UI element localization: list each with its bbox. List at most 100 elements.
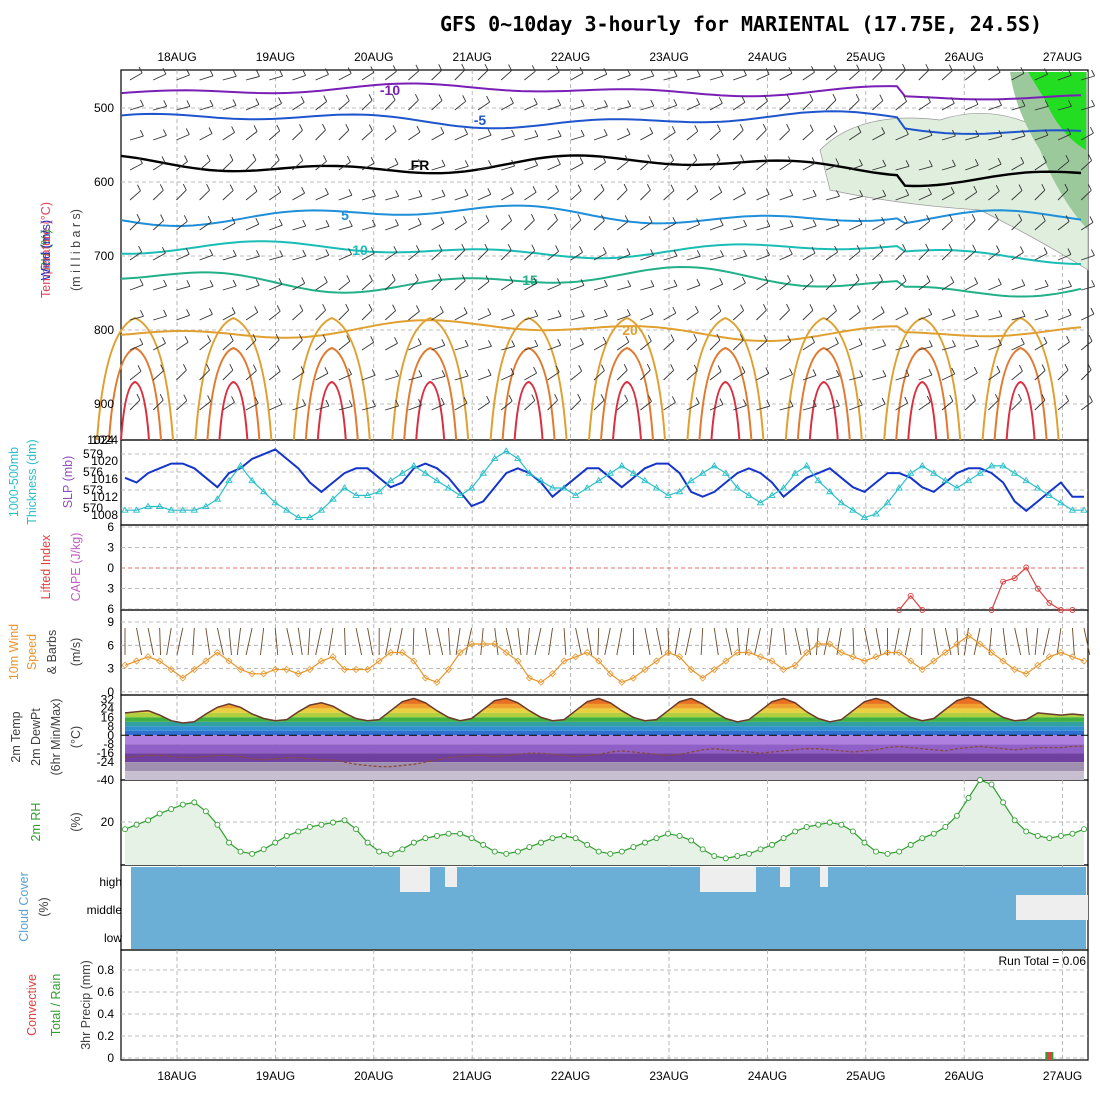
wind-barb: [895, 101, 907, 111]
wind-barb: [848, 99, 860, 111]
wind-barb: [487, 368, 492, 376]
wind-barb: [988, 163, 1002, 171]
wind-barb: [673, 99, 678, 106]
wind-barb: [974, 277, 979, 284]
wind-barb: [1090, 249, 1095, 256]
wind-barb: [964, 400, 976, 411]
wind-barb: [269, 255, 283, 261]
wind-barb: [859, 370, 864, 377]
wind-barb: [693, 333, 698, 341]
wind-barb: [292, 225, 306, 231]
day-label-bottom: 23AUG: [649, 1069, 688, 1083]
wind-barb: [941, 400, 954, 411]
day-label-bottom: 27AUG: [1043, 1069, 1082, 1083]
thickness-point: [906, 469, 915, 476]
wind-barb: [511, 129, 516, 137]
temp-band: [125, 744, 1084, 754]
wind-barb: [137, 365, 142, 372]
wind-barb: [766, 220, 771, 227]
temp-contour: [120, 265, 1082, 298]
temp-band: [125, 717, 1084, 722]
wind-barb-10m: [1014, 627, 1022, 656]
wind-barb: [440, 217, 445, 224]
panel-axis-label: (%): [37, 897, 51, 916]
rh-point: [422, 835, 429, 842]
lifted-index-point: [988, 607, 995, 613]
wind-barb: [848, 70, 860, 81]
wind-barb: [554, 393, 559, 401]
wind-barb-10m: [505, 627, 513, 656]
wind-barb: [524, 164, 538, 171]
wind-barb: [756, 225, 771, 231]
wind-barb: [779, 309, 790, 321]
rh-point: [145, 817, 152, 824]
wind-barb: [129, 284, 144, 291]
wind-barb: [570, 399, 582, 411]
wind-barb: [743, 249, 748, 257]
wind-barb: [322, 123, 326, 131]
thickness-point: [525, 469, 534, 476]
thickness-point: [698, 469, 707, 476]
wind-barb: [624, 215, 629, 222]
temp-band: [125, 712, 1084, 718]
wind-barb: [788, 67, 793, 74]
wind-barb: [895, 221, 908, 231]
day-label-bottom: 22AUG: [551, 1069, 590, 1083]
wind-barb: [299, 154, 304, 161]
wind-barb: [136, 393, 141, 401]
wind-barb: [254, 306, 259, 313]
wind-barb: [370, 66, 375, 73]
wind-speed-point: [976, 640, 984, 648]
thickness-point: [583, 484, 591, 491]
wind-barb: [602, 156, 607, 163]
wind-barb: [872, 344, 886, 351]
wind-speed-point: [433, 678, 441, 686]
wind-barb: [269, 403, 283, 411]
wind-barb: [570, 315, 585, 321]
rh-point: [249, 850, 256, 857]
wind-barb: [348, 188, 353, 196]
wind-barb: [1011, 162, 1025, 171]
wind-barb: [626, 128, 631, 135]
wind-tick: 6: [107, 638, 114, 652]
wind-barb: [604, 100, 608, 107]
panel-axis-label: 2m DewPt: [29, 708, 43, 766]
wind-barb: [950, 276, 955, 283]
wind-barb: [718, 186, 723, 193]
wind-barb: [441, 189, 446, 197]
wind-barb: [802, 130, 814, 141]
wind-barb: [732, 160, 744, 171]
wind-barb: [673, 70, 678, 77]
wind-barb-10m: [616, 627, 623, 656]
cloud-gap: [400, 867, 430, 892]
wind-barb: [616, 400, 628, 411]
thickness-tick: 573: [83, 483, 103, 497]
wind-barb: [779, 194, 793, 201]
thickness-point: [883, 498, 892, 506]
warm-contour: [218, 380, 249, 441]
wind-barb: [463, 307, 468, 314]
wind-barb: [1057, 133, 1071, 141]
wind-barb: [152, 189, 164, 201]
wind-barb: [1089, 126, 1094, 134]
wind-barb: [941, 135, 956, 141]
cloud-level-label: high: [99, 875, 122, 889]
wind-barb: [477, 69, 489, 81]
wind-barb: [995, 184, 1000, 192]
rh-point: [318, 821, 325, 828]
wind-barb: [163, 309, 168, 317]
wind-barb-10m: [412, 627, 415, 656]
wind-barb: [858, 159, 863, 166]
wind-barb: [895, 313, 909, 321]
wind-barb: [315, 225, 330, 231]
wind-barb: [269, 75, 283, 81]
temp-contour: [120, 319, 1082, 343]
warm-contour: [612, 380, 642, 441]
wind-barb: [268, 159, 280, 171]
wind-barb: [454, 69, 466, 81]
rh-point: [168, 806, 175, 813]
wind-barb-10m: [526, 627, 530, 656]
wind-barb: [988, 284, 1002, 291]
wind-barb: [593, 134, 608, 141]
wind-barb: [394, 219, 399, 226]
